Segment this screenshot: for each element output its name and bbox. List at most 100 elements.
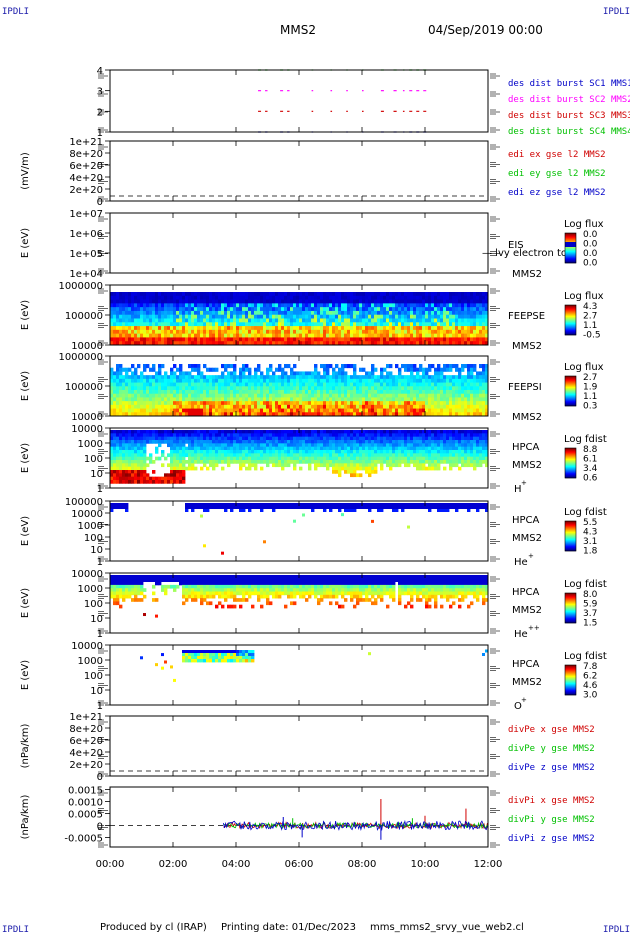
spectrogram-cell (320, 440, 324, 444)
spectrogram-cell (395, 326, 399, 331)
spectrogram-cell (350, 412, 354, 417)
spectrogram-cell (110, 463, 114, 468)
spectrogram-cell (179, 450, 183, 454)
spectrogram-cell (176, 378, 180, 383)
spectrogram-cell (128, 466, 132, 471)
spectrogram-cell (131, 393, 135, 398)
spectrogram-cell (332, 390, 336, 395)
spectrogram-cell (227, 460, 231, 464)
spectrogram-cell (443, 367, 447, 372)
spectrogram-cell (341, 337, 345, 342)
spectrogram-cell (233, 450, 237, 454)
spectrogram-cell (326, 371, 330, 376)
spectrogram-cell (176, 443, 180, 448)
spectrogram-cell (362, 314, 366, 319)
spectrogram-cell (224, 401, 228, 406)
spectrogram-cell (185, 318, 189, 323)
spectrogram-cell (284, 375, 288, 380)
spectrogram-cell (353, 295, 357, 300)
spectrogram-cell (353, 450, 357, 454)
spectrogram-cell (482, 371, 486, 376)
spectrogram-cell (233, 329, 237, 335)
spectrogram-cell (347, 382, 351, 387)
spectrogram-cell (458, 333, 462, 338)
spectrogram-cell (461, 307, 465, 312)
spectrogram-cell (119, 470, 123, 474)
spectrogram-cell (338, 295, 342, 300)
spectrogram-cell (254, 443, 258, 448)
spectrogram-cell (179, 382, 183, 387)
spectrogram-cell (446, 382, 450, 387)
spectrogram-cell (392, 341, 396, 346)
spectrogram-cell (137, 299, 141, 304)
spectrogram-cell (401, 295, 405, 300)
spectrogram-cell (203, 318, 207, 323)
spectrogram-cell (278, 337, 282, 342)
spectrogram-cell (377, 375, 381, 380)
colorbar-step (565, 327, 576, 329)
spectrogram-cell (131, 466, 135, 471)
spectrogram-cell (266, 337, 270, 342)
spectrogram-cell (176, 480, 180, 484)
spectrogram-cell (479, 393, 483, 398)
spectrogram-cell (248, 310, 252, 316)
spectrogram-cell (230, 450, 234, 454)
colorbar-step (565, 314, 576, 316)
spectrogram-cell (365, 390, 369, 395)
spectrogram-cell (404, 367, 408, 372)
spectrogram-cell (314, 440, 318, 444)
spectrogram-cell (119, 450, 123, 454)
spectrogram-cell (170, 314, 174, 319)
spectrogram-cell (347, 401, 351, 406)
spectrogram-cell (359, 446, 363, 451)
spectrogram-cell (353, 314, 357, 319)
spectrogram-cell (485, 371, 489, 376)
spectrogram-cell (185, 450, 189, 454)
spectrogram-cell (380, 307, 384, 312)
spectrogram-cell (209, 295, 213, 300)
spectrogram-cell (137, 401, 141, 406)
spectrogram-cell (209, 337, 213, 342)
spectrogram-cell (377, 433, 381, 438)
spectrogram-cell (392, 310, 396, 316)
spectrogram-cell (401, 364, 405, 369)
spectrogram-cell (407, 299, 411, 304)
spectrogram-cell (482, 303, 486, 308)
spectrogram-cell (416, 307, 420, 312)
spectrogram-cell (395, 382, 399, 387)
spectrogram-cell (380, 456, 384, 461)
spectrogram-cell (341, 299, 345, 304)
spectrogram-cell (224, 318, 228, 323)
spectrogram-cell (308, 436, 312, 441)
colorbar-step (565, 381, 576, 383)
spectrogram-cell (263, 382, 267, 387)
spectrogram-cell (260, 446, 264, 451)
spectrogram-cell (113, 386, 117, 391)
spectrogram-cell (293, 303, 297, 308)
spectrogram-cell (227, 443, 231, 448)
spectrogram-cell (227, 303, 231, 308)
spectrogram-cell (176, 329, 180, 335)
spectrogram-cell (158, 433, 162, 438)
spectrogram-cell (398, 404, 402, 409)
spectrogram-cell (143, 303, 147, 308)
y-axis-label: E (eV) (20, 300, 31, 330)
spectrogram-cell (470, 337, 474, 342)
colorbar-step (565, 318, 576, 320)
spectrogram-cell (203, 440, 207, 444)
spectrogram-cell (338, 299, 342, 304)
spectrogram-cell (443, 295, 447, 300)
spectrogram-cell (422, 390, 426, 395)
spectrogram-cell (269, 322, 273, 327)
spectrogram-cell (275, 460, 279, 464)
spectrogram-cell (152, 322, 156, 327)
spectrogram-cell (362, 430, 366, 434)
colorbar-step (565, 233, 576, 235)
spectrogram-cell (407, 333, 411, 338)
spectrogram-cell (245, 364, 249, 369)
spectrogram-cell (146, 473, 150, 478)
spectrogram-cell (233, 307, 237, 312)
spectrogram-cell (197, 341, 201, 346)
spectrogram-cell (206, 453, 210, 458)
spectrogram-cell (191, 460, 195, 464)
